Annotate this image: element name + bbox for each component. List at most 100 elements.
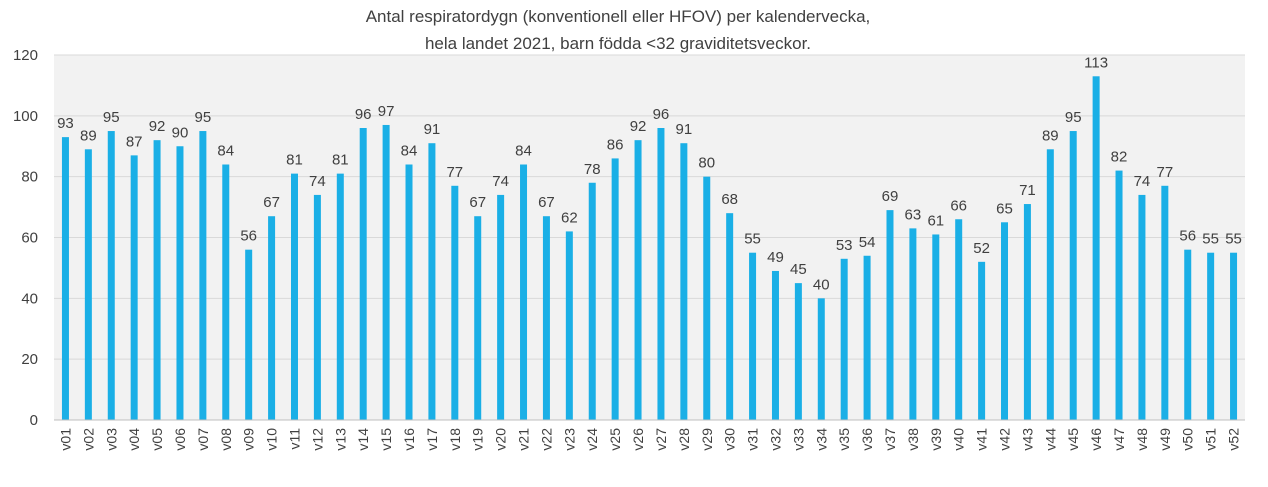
bar-v19 (474, 216, 482, 420)
bar-v28 (680, 143, 688, 421)
data-label-v19: 67 (469, 194, 486, 211)
bar-v38 (909, 228, 917, 420)
x-tick-label: v22 (538, 428, 554, 451)
data-label-v28: 91 (676, 121, 693, 138)
x-tick-label: v46 (1088, 428, 1104, 451)
bar-v51 (1207, 252, 1215, 420)
x-tick-label: v28 (676, 428, 692, 451)
bar-v48 (1138, 194, 1146, 420)
data-label-v30: 68 (721, 191, 738, 208)
y-tick-label: 0 (30, 412, 38, 429)
x-tick-label: v24 (584, 428, 600, 451)
data-label-v11: 81 (286, 152, 303, 169)
data-label-v39: 61 (927, 212, 944, 229)
x-tick-label: v03 (103, 428, 119, 451)
bar-v34 (817, 298, 825, 420)
x-tick-label: v08 (218, 428, 234, 451)
bar-v14 (359, 128, 367, 420)
bar-v07 (199, 131, 207, 420)
bar-v46 (1092, 76, 1100, 421)
data-label-v45: 95 (1065, 109, 1082, 126)
x-tick-label: v18 (447, 428, 463, 451)
x-tick-label: v51 (1203, 428, 1219, 451)
x-tick-label: v11 (286, 428, 302, 450)
bar-v23 (565, 231, 573, 420)
data-label-v07: 95 (195, 109, 212, 126)
x-tick-label: v48 (1134, 428, 1150, 451)
x-tick-label: v52 (1226, 428, 1242, 451)
bar-v49 (1161, 185, 1169, 420)
bar-v47 (1115, 170, 1123, 420)
bar-v16 (405, 164, 413, 420)
bar-v17 (428, 143, 436, 421)
bar-v11 (290, 173, 298, 420)
data-label-v20: 74 (492, 173, 509, 190)
x-tick-label: v34 (813, 428, 829, 451)
x-tick-label: v37 (882, 428, 898, 451)
x-tick-label: v35 (836, 428, 852, 451)
bar-v37 (886, 210, 894, 420)
data-label-v52: 55 (1225, 231, 1242, 248)
data-label-v34: 40 (813, 276, 830, 293)
data-label-v15: 97 (378, 103, 395, 120)
bar-v22 (542, 216, 550, 420)
bar-v10 (268, 216, 276, 420)
bar-v31 (749, 252, 757, 420)
bars (61, 76, 1238, 421)
x-tick-label: v02 (80, 428, 96, 451)
x-tick-label: v42 (997, 428, 1013, 451)
x-tick-label: v23 (561, 428, 577, 451)
x-tick-label: v38 (905, 428, 921, 451)
x-tick-label: v17 (424, 428, 440, 451)
bar-v43 (1023, 204, 1031, 420)
x-tick-label: v27 (653, 428, 669, 451)
data-label-v26: 92 (630, 118, 647, 135)
data-label-v25: 86 (607, 136, 624, 153)
x-tick-label: v10 (264, 428, 280, 451)
data-label-v03: 95 (103, 109, 120, 126)
bar-v06 (176, 146, 184, 420)
x-tick-label: v04 (126, 428, 142, 451)
x-tick-label: v26 (630, 428, 646, 451)
data-label-v47: 82 (1111, 149, 1128, 166)
data-label-v51: 55 (1202, 231, 1219, 248)
bar-v39 (932, 234, 940, 420)
x-tick-label: v33 (790, 428, 806, 451)
data-label-v48: 74 (1134, 173, 1151, 190)
x-tick-label: v19 (470, 428, 486, 451)
x-tick-label: v07 (195, 428, 211, 451)
chart-title-line-1: Antal respiratordygn (konventionell elle… (366, 7, 871, 26)
x-tick-label: v47 (1111, 428, 1127, 451)
x-tick-label: v20 (493, 428, 509, 451)
bar-v02 (84, 149, 92, 420)
x-tick-label: v06 (172, 428, 188, 451)
x-tick-label: v25 (607, 428, 623, 451)
bar-v21 (520, 164, 528, 420)
y-tick-label: 100 (13, 108, 38, 125)
x-tick-label: v01 (57, 428, 73, 451)
data-label-v14: 96 (355, 106, 372, 123)
x-tick-label: v40 (951, 428, 967, 451)
bar-v52 (1230, 252, 1238, 420)
data-label-v35: 53 (836, 237, 853, 254)
x-tick-label: v29 (699, 428, 715, 451)
bar-v08 (222, 164, 230, 420)
data-label-v02: 89 (80, 127, 97, 144)
bar-v45 (1069, 131, 1077, 420)
data-label-v24: 78 (584, 161, 601, 178)
data-label-v16: 84 (401, 143, 418, 160)
x-tick-label: v32 (767, 428, 783, 451)
x-tick-label: v44 (1042, 428, 1058, 451)
bar-v09 (245, 249, 253, 420)
x-tick-label: v12 (309, 428, 325, 451)
data-label-v41: 52 (973, 240, 990, 257)
data-label-v46: 113 (1084, 54, 1108, 71)
bar-v04 (130, 155, 138, 420)
data-labels: 93 89 95 87 92 90 95 84 56 67 81 74 81 96 97 84 91 77 67 74… (57, 54, 1242, 293)
bar-v18 (451, 185, 459, 420)
bar-v12 (313, 194, 321, 420)
x-tick-label: v15 (378, 428, 394, 451)
data-label-v50: 56 (1179, 228, 1196, 245)
x-axis: v01 v02 v03 v04 v05 v06 v07 v08 v09 v10 v11 v12 v13 v… (54, 419, 1245, 451)
bar-v29 (703, 176, 711, 420)
